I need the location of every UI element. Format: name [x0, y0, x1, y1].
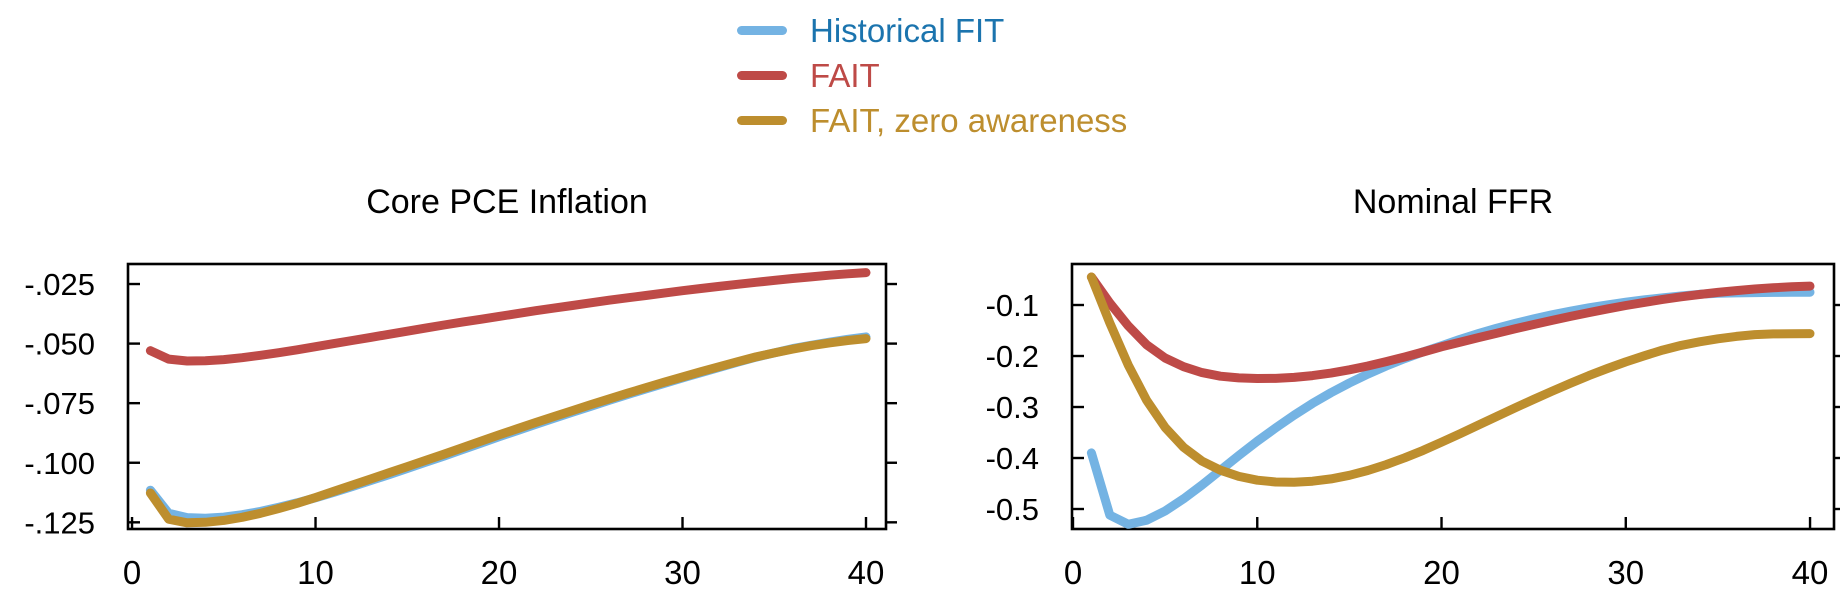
left-series-line-fait	[145, 268, 871, 366]
left-plot-box	[126, 262, 888, 531]
legend-item-0: Historical FIT	[737, 8, 1127, 53]
right-series-line-fait	[1086, 272, 1815, 383]
right-plot-box	[1070, 262, 1836, 531]
fait-zero-awareness-line-swatch	[737, 116, 787, 125]
right-series-line-historical-fit	[1086, 287, 1815, 529]
historical-fit-line-swatch	[737, 26, 787, 35]
right-x-tick-label-2: 20	[1423, 554, 1460, 591]
left-x-tick-label-0: 0	[123, 554, 141, 591]
right-x-tick-label-0: 0	[1064, 554, 1082, 591]
right-y-tick-label-3: -0.4	[986, 441, 1039, 476]
left-y-tick-label-1: -.050	[24, 327, 95, 362]
right-y-tick-label-0: -0.1	[986, 288, 1039, 323]
left-series-line-fait-zero-awareness	[145, 334, 871, 528]
right-y-tick-label-1: -0.2	[986, 339, 1039, 374]
fait-line-swatch	[737, 71, 787, 80]
legend-item-2: FAIT, zero awareness	[737, 98, 1127, 143]
legend-item-1: FAIT	[737, 53, 1127, 98]
right-x-tick-label-1: 10	[1239, 554, 1276, 591]
left-y-tick-label-2: -.075	[24, 386, 95, 421]
left-y-tick-label-3: -.100	[24, 446, 95, 481]
left-x-tick-label-4: 40	[848, 554, 885, 591]
right-chart-title: Nominal FFR	[1352, 183, 1554, 221]
legend-label-historical-fit: Historical FIT	[810, 12, 1005, 49]
legend: Historical FIT FAIT FAIT, zero awareness	[737, 8, 1127, 143]
left-y-tick-label-4: -.125	[24, 505, 95, 540]
left-y-tick-label-0: -.025	[24, 267, 95, 302]
right-x-tick-label-4: 40	[1792, 554, 1829, 591]
right-series-line-fait-zero-awareness	[1086, 272, 1815, 487]
right-y-tick-label-2: -0.3	[986, 390, 1039, 425]
legend-label-fait: FAIT	[810, 57, 880, 94]
left-x-tick-label-1: 10	[297, 554, 334, 591]
left-x-tick-label-2: 20	[481, 554, 518, 591]
right-x-tick-label-3: 30	[1607, 554, 1644, 591]
left-chart-title: Core PCE Inflation	[366, 183, 648, 221]
right-y-tick-label-4: -0.5	[986, 492, 1039, 527]
legend-label-fait-zero-awareness: FAIT, zero awareness	[810, 102, 1128, 139]
left-x-tick-label-3: 30	[664, 554, 701, 591]
